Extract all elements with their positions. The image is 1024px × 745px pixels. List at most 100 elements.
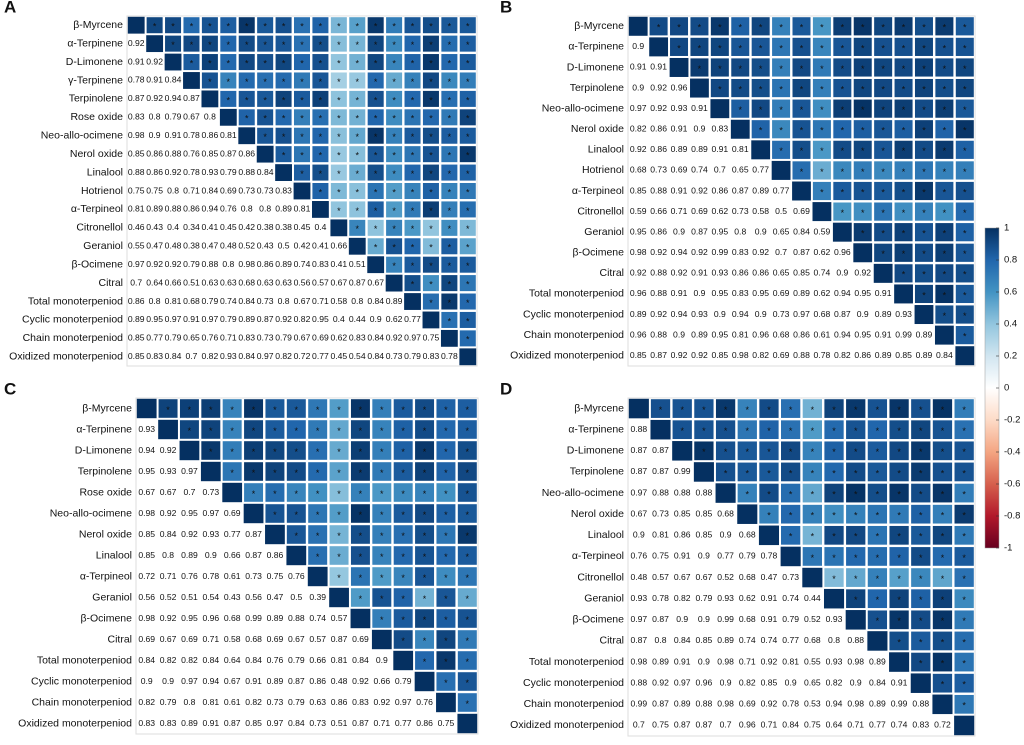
correlation-cell (457, 650, 478, 671)
correlation-cell (293, 34, 311, 53)
correlation-label: 0.78 (183, 167, 200, 177)
significance-star: * (902, 84, 906, 94)
correlation-label: 0.9 (857, 309, 869, 319)
correlation-cell (256, 108, 274, 127)
correlation-label: 0.98 (717, 699, 734, 709)
correlation-label: 0.89 (128, 314, 145, 324)
correlation-cell (457, 671, 478, 692)
diagonal-cell (158, 419, 178, 440)
correlation-label: 0.97 (674, 677, 691, 687)
correlation-cell (934, 304, 955, 325)
correlation-cell (145, 16, 164, 35)
correlation-cell (237, 34, 256, 53)
correlation-label: 0.48 (331, 676, 348, 686)
correlation-cell (934, 160, 955, 181)
significance-star: * (724, 447, 728, 457)
correlation-label: 0.93 (220, 351, 237, 361)
significance-star: * (963, 229, 967, 239)
correlation-label: 0.89 (752, 185, 769, 195)
row-label: D-Limonene (567, 61, 624, 73)
significance-star: * (429, 77, 433, 87)
correlation-cell (422, 219, 440, 237)
correlation-cell (403, 126, 422, 145)
correlation-cell (893, 201, 914, 222)
correlation-label: 0.52 (804, 614, 821, 624)
correlation-cell (293, 163, 311, 182)
significance-star: * (423, 510, 427, 520)
correlation-cell (392, 566, 414, 587)
diagonal-cell (955, 346, 975, 366)
correlation-label: 0.87 (732, 185, 749, 195)
correlation-cell (771, 98, 791, 119)
row-label: Geraniol (584, 592, 624, 604)
correlation-label: 0.56 (294, 277, 311, 287)
correlation-label: 0.41 (202, 222, 219, 232)
correlation-cell (954, 284, 975, 304)
correlation-cell (914, 98, 934, 119)
correlation-cell (219, 34, 238, 53)
correlation-cell (914, 119, 934, 140)
significance-star: * (245, 77, 249, 87)
significance-star: * (943, 270, 947, 280)
correlation-label: 0.93 (711, 268, 728, 278)
correlation-label: 0.86 (146, 148, 163, 158)
significance-star: * (230, 426, 234, 436)
correlation-label: 0.93 (826, 614, 843, 624)
significance-star: * (466, 243, 470, 253)
correlation-cell (780, 419, 802, 440)
correlation-cell (435, 398, 457, 419)
correlation-cell (392, 440, 414, 461)
row-label: α-Terpinene (76, 423, 132, 435)
significance-star: * (316, 447, 320, 457)
correlation-label: 0.88 (650, 288, 667, 298)
correlation-label: 0.78 (652, 593, 669, 603)
correlation-cell (801, 419, 823, 440)
correlation-cell (350, 566, 371, 587)
row-label: β-Ocimene (71, 258, 123, 270)
significance-star: * (319, 22, 323, 32)
row-label: Cyclic monoterpeniod (31, 675, 132, 687)
correlation-cell (348, 16, 367, 35)
significance-star: * (832, 447, 836, 457)
correlation-cell (440, 219, 459, 237)
correlation-label: 0.85 (128, 148, 145, 158)
correlation-label: 0.87 (650, 350, 667, 360)
significance-star: * (356, 224, 360, 234)
significance-star: * (337, 132, 341, 142)
diagonal-cell (710, 99, 730, 119)
significance-star: * (392, 114, 396, 124)
correlation-label: 0.85 (761, 677, 778, 687)
correlation-cell (403, 182, 422, 200)
correlation-cell (422, 71, 440, 90)
correlation-cell (385, 182, 403, 200)
correlation-label: 0.9 (632, 41, 644, 51)
correlation-cell (440, 182, 459, 200)
correlation-cell (457, 545, 478, 566)
significance-star: * (316, 426, 320, 436)
significance-star: * (800, 84, 804, 94)
correlation-cell (932, 651, 953, 673)
row-label: β-Myrcene (574, 402, 624, 414)
significance-star: * (401, 636, 405, 646)
significance-star: * (319, 169, 323, 179)
significance-star: * (380, 468, 384, 478)
significance-star: * (444, 531, 448, 541)
significance-star: * (746, 489, 750, 499)
correlation-label: 0.92 (630, 144, 647, 154)
correlation-label: 0.99 (630, 699, 647, 709)
significance-star: * (767, 426, 771, 436)
correlation-label: 0.8 (149, 112, 161, 122)
correlation-label: 0.83 (160, 718, 177, 728)
correlation-cell (392, 629, 414, 650)
correlation-label: 0.64 (224, 655, 241, 665)
correlation-cell (243, 482, 264, 503)
significance-star: * (779, 43, 783, 53)
significance-star: * (337, 114, 341, 124)
significance-star: * (919, 553, 923, 563)
correlation-label: 0.86 (146, 167, 163, 177)
correlation-cell (852, 160, 873, 181)
correlation-label: 0.68 (224, 613, 241, 623)
correlation-label: 0.65 (773, 268, 790, 278)
correlation-label: 0.92 (160, 508, 177, 518)
significance-star: * (767, 405, 771, 415)
